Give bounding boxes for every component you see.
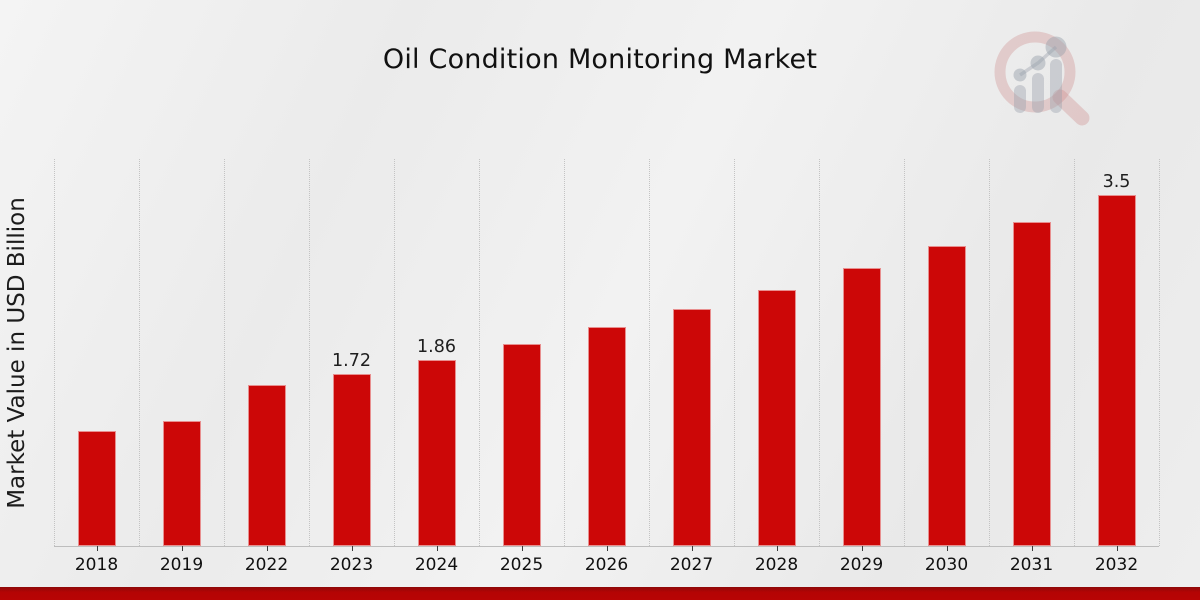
bar-2018 xyxy=(77,431,116,546)
bar-2027 xyxy=(672,309,711,546)
y-axis-label: Market Value in USD Billion xyxy=(4,197,30,509)
x-axis-label-2032: 2032 xyxy=(1094,555,1139,575)
vertical-gridline xyxy=(564,159,565,546)
footer-accent-band xyxy=(0,587,1200,600)
x-axis-tick xyxy=(436,546,438,551)
vertical-gridline xyxy=(1074,159,1075,546)
x-axis-tick xyxy=(946,546,948,551)
magnifier-bars-icon xyxy=(994,31,1090,126)
x-axis-label-2022: 2022 xyxy=(244,555,289,575)
x-axis-label-2024: 2024 xyxy=(414,555,459,575)
x-axis-label-2026: 2026 xyxy=(584,555,629,575)
vertical-gridline xyxy=(734,159,735,546)
vertical-gridline xyxy=(224,159,225,546)
bar-2024 xyxy=(417,360,456,546)
vertical-gridline xyxy=(394,159,395,546)
bar-value-label-2023: 1.72 xyxy=(332,351,371,371)
x-axis-tick xyxy=(351,546,353,551)
x-axis-tick xyxy=(1031,546,1033,551)
x-axis-label-2023: 2023 xyxy=(329,555,374,575)
x-axis-tick xyxy=(266,546,268,551)
vertical-gridline xyxy=(989,159,990,546)
bar-2022 xyxy=(247,385,286,546)
x-axis-label-2025: 2025 xyxy=(499,555,544,575)
bar-2031 xyxy=(1012,222,1051,546)
x-axis-label-2019: 2019 xyxy=(159,555,204,575)
market-research-logo-watermark xyxy=(983,25,1095,131)
bar-value-label-2032: 3.5 xyxy=(1102,172,1131,192)
vertical-gridline xyxy=(139,159,140,546)
x-axis-tick xyxy=(861,546,863,551)
x-axis-tick xyxy=(606,546,608,551)
vertical-gridline xyxy=(1159,159,1160,546)
bar-2025 xyxy=(502,344,541,546)
chart-title: Oil Condition Monitoring Market xyxy=(382,44,818,75)
plot-area: 2018 2019 2022 1.72 2023 1.86 2024 2025 2026 2027… xyxy=(54,159,1160,575)
bar-2026 xyxy=(587,327,626,546)
x-axis-label-2018: 2018 xyxy=(74,555,119,575)
bar-2019 xyxy=(162,421,201,546)
x-axis-tick xyxy=(181,546,183,551)
x-axis-tick xyxy=(521,546,523,551)
x-axis-label-2029: 2029 xyxy=(839,555,884,575)
vertical-gridline xyxy=(54,159,55,546)
bar-2030 xyxy=(927,246,966,546)
bar-2032 xyxy=(1097,195,1136,546)
bar-value-label-2024: 1.86 xyxy=(417,337,456,357)
x-axis-label-2031: 2031 xyxy=(1009,555,1054,575)
vertical-gridline xyxy=(819,159,820,546)
vertical-gridline xyxy=(904,159,905,546)
x-axis-tick xyxy=(96,546,98,551)
bar-2029 xyxy=(842,268,881,546)
vertical-gridline xyxy=(649,159,650,546)
x-axis-label-2028: 2028 xyxy=(754,555,799,575)
x-axis-tick xyxy=(691,546,693,551)
x-axis-tick xyxy=(776,546,778,551)
x-axis-label-2027: 2027 xyxy=(669,555,714,575)
vertical-gridline xyxy=(309,159,310,546)
bar-2023 xyxy=(332,374,371,546)
x-axis-tick xyxy=(1116,546,1118,551)
bar-2028 xyxy=(757,290,796,546)
vertical-gridline xyxy=(479,159,480,546)
x-axis-label-2030: 2030 xyxy=(924,555,969,575)
